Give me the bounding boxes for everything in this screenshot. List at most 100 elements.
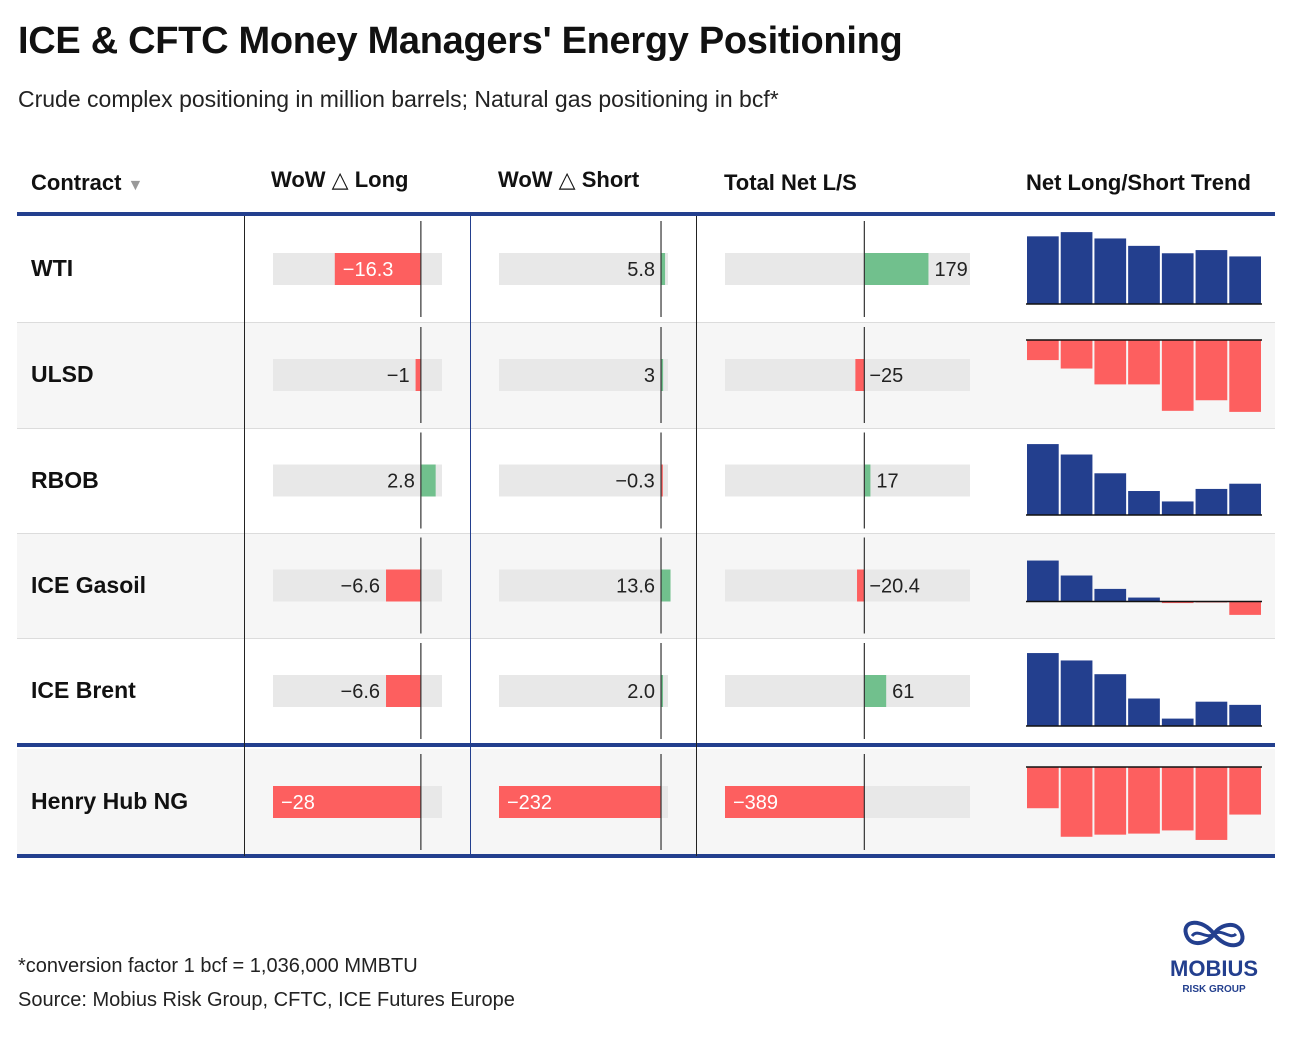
long-bar bbox=[415, 359, 421, 391]
net-bar bbox=[857, 569, 865, 602]
long-bar bbox=[273, 786, 421, 818]
footnote: *conversion factor 1 bcf = 1,036,000 MMB… bbox=[18, 955, 418, 977]
trend-bar bbox=[1094, 767, 1127, 835]
trend-bar bbox=[1229, 704, 1261, 726]
trend-bar bbox=[1027, 236, 1059, 304]
table-row[interactable]: ICE Brent bbox=[17, 638, 1275, 744]
trend-bar bbox=[1027, 340, 1059, 361]
long-value-label: −1 bbox=[387, 365, 410, 387]
page-subtitle: Crude complex positioning in million bar… bbox=[18, 86, 779, 112]
short-bar-track bbox=[499, 569, 668, 602]
trend-bar bbox=[1027, 444, 1059, 515]
trend-bar bbox=[1060, 232, 1093, 304]
trend-bar bbox=[1128, 340, 1160, 385]
row-contract-label: Henry Hub NG bbox=[31, 788, 189, 814]
group-divider-rule bbox=[17, 743, 1275, 747]
net-bar bbox=[864, 464, 871, 497]
header-contract[interactable]: Contract ▼ bbox=[31, 170, 143, 196]
trend-bar bbox=[1161, 340, 1194, 411]
trend-bar bbox=[1229, 256, 1261, 304]
short-bar-track bbox=[499, 464, 668, 497]
header-rule bbox=[17, 212, 1275, 216]
trend-bar bbox=[1094, 238, 1127, 304]
long-bar-track bbox=[273, 464, 442, 497]
net-bar bbox=[864, 675, 887, 707]
long-value-label: −6.6 bbox=[341, 576, 380, 598]
net-bar bbox=[725, 786, 865, 818]
long-bar bbox=[386, 569, 421, 602]
trend-bar bbox=[1229, 340, 1261, 412]
net-value-label: −20.4 bbox=[869, 576, 920, 598]
net-bar-track bbox=[725, 569, 970, 602]
row-contract-label: ICE Gasoil bbox=[31, 571, 147, 598]
logo-name: MOBIUS bbox=[1170, 956, 1258, 981]
row-separator bbox=[17, 428, 1275, 429]
trend-bar bbox=[1027, 560, 1059, 602]
short-value-label: 2.0 bbox=[627, 681, 655, 703]
row-contract-label: WTI bbox=[31, 255, 74, 281]
header-wow-short[interactable]: WoW △ Short bbox=[498, 167, 640, 192]
short-bar bbox=[661, 359, 664, 391]
trend-chart bbox=[1026, 339, 1262, 412]
net-bar-cell: −389 bbox=[725, 754, 970, 850]
trend-bar bbox=[1060, 660, 1093, 726]
sort-triangle-down-icon[interactable]: ▼ bbox=[127, 177, 144, 194]
trend-bar bbox=[1195, 250, 1228, 304]
long-bar-cell: −6.6 bbox=[273, 643, 442, 739]
header-trend[interactable]: Net Long/Short Trend bbox=[1026, 170, 1251, 195]
mobius-loop-icon: MOBIUS RISK GROUP bbox=[1170, 920, 1258, 995]
short-bar bbox=[661, 569, 671, 602]
trend-chart bbox=[1026, 653, 1262, 727]
trend-bar bbox=[1128, 245, 1160, 304]
net-value-label: −389 bbox=[733, 792, 778, 814]
short-bar-cell: −0.3 bbox=[499, 432, 668, 529]
trend-chart bbox=[1026, 560, 1262, 615]
short-bar bbox=[661, 675, 664, 707]
long-bar bbox=[334, 253, 421, 285]
trend-chart bbox=[1026, 766, 1262, 840]
short-bar-track bbox=[499, 359, 668, 391]
table-row[interactable]: WTI bbox=[17, 216, 1275, 322]
trend-bar bbox=[1027, 767, 1059, 809]
net-bar-track bbox=[725, 675, 970, 707]
row-separator bbox=[17, 638, 1275, 639]
net-bar-cell: −20.4 bbox=[725, 537, 970, 634]
mobius-logo: MOBIUS RISK GROUP bbox=[1152, 914, 1276, 996]
trend-bar bbox=[1094, 674, 1127, 726]
trend-bar bbox=[1128, 698, 1160, 726]
trend-bar bbox=[1094, 588, 1127, 602]
long-bar-cell: −16.3 bbox=[273, 221, 442, 317]
trend-chart bbox=[1026, 444, 1262, 516]
trend-bar bbox=[1229, 601, 1261, 615]
trend-bar bbox=[1094, 473, 1127, 515]
short-bar-cell: 3 bbox=[499, 327, 668, 423]
column-divider-short bbox=[696, 216, 697, 856]
short-bar bbox=[661, 253, 666, 285]
net-bar-cell: 179 bbox=[725, 221, 970, 317]
trend-bar bbox=[1195, 767, 1228, 840]
short-value-label: 5.8 bbox=[627, 259, 655, 281]
long-bar bbox=[420, 464, 436, 497]
net-bar-track bbox=[725, 253, 970, 285]
short-value-label: 3 bbox=[644, 365, 655, 387]
table-row[interactable]: RBOB bbox=[17, 428, 1275, 533]
long-bar-cell: −28 bbox=[273, 754, 442, 850]
net-bar-cell: 17 bbox=[725, 432, 970, 529]
net-value-label: 61 bbox=[892, 681, 914, 703]
source-note: Source: Mobius Risk Group, CFTC, ICE Fut… bbox=[18, 989, 515, 1011]
header-wow-long[interactable]: WoW △ Long bbox=[271, 167, 409, 192]
long-bar bbox=[386, 675, 421, 707]
short-bar-cell: 13.6 bbox=[499, 537, 671, 634]
long-bar-cell: −1 bbox=[273, 327, 442, 423]
column-divider-long bbox=[470, 216, 471, 856]
trend-bar bbox=[1195, 701, 1228, 726]
net-value-label: −25 bbox=[869, 365, 903, 387]
net-value-label: 179 bbox=[934, 259, 967, 281]
trend-bar bbox=[1128, 597, 1160, 602]
trend-bar bbox=[1229, 767, 1261, 815]
long-value-label: −6.6 bbox=[341, 681, 380, 703]
trend-bar bbox=[1161, 767, 1194, 831]
header-total-net[interactable]: Total Net L/S bbox=[724, 170, 857, 195]
trend-bar bbox=[1195, 340, 1228, 401]
row-contract-label: RBOB bbox=[31, 466, 99, 493]
